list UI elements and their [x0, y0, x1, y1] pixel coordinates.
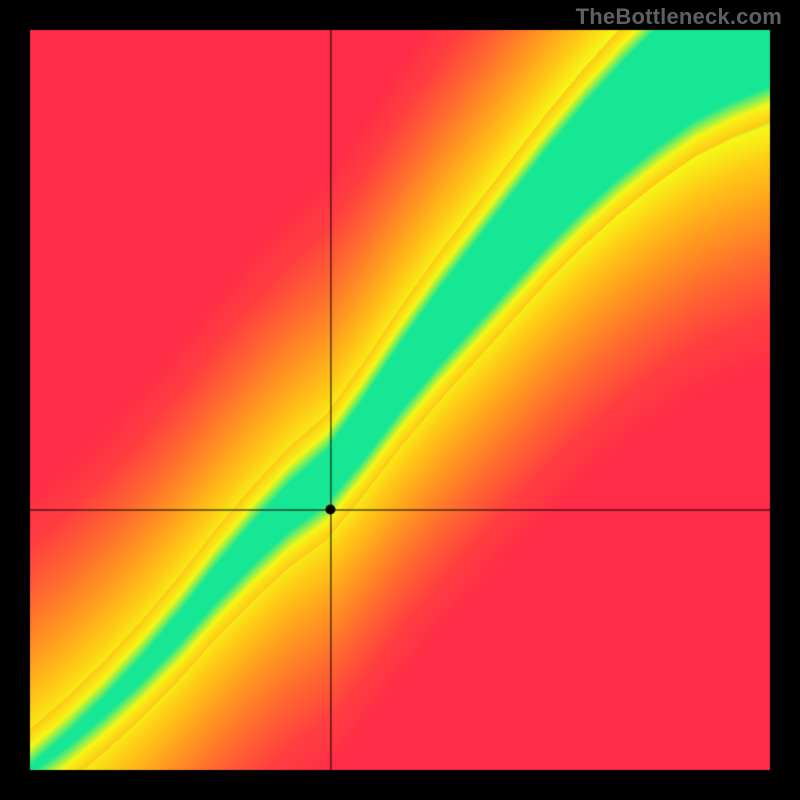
bottleneck-heatmap	[0, 0, 800, 800]
chart-container: TheBottleneck.com	[0, 0, 800, 800]
watermark-text: TheBottleneck.com	[576, 4, 782, 30]
